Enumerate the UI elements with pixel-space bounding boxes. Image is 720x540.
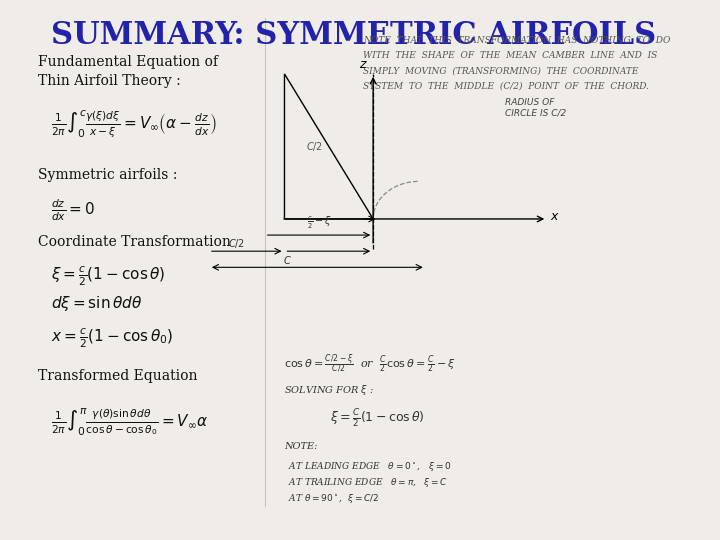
Text: $\frac{1}{2\pi}\int_0^\pi \frac{\gamma(\theta)\sin\theta d\theta}{\cos\theta - \: $\frac{1}{2\pi}\int_0^\pi \frac{\gamma(\… <box>51 407 209 438</box>
Text: $z$: $z$ <box>359 58 368 71</box>
Text: $\frac{dz}{dx} = 0$: $\frac{dz}{dx} = 0$ <box>51 198 96 223</box>
Text: NOTE  THAT  THIS  TRANSFORMATION  HAS  NOTHING  TO  DO: NOTE THAT THIS TRANSFORMATION HAS NOTHIN… <box>364 36 670 45</box>
Text: NOTE:: NOTE: <box>284 442 318 451</box>
Text: AT LEADING EDGE   $\theta=0^\circ$,   $\xi=0$: AT LEADING EDGE $\theta=0^\circ$, $\xi=0… <box>288 460 451 472</box>
Text: SYSTEM  TO  THE  MIDDLE  (C/2)  POINT  OF  THE  CHORD.: SYSTEM TO THE MIDDLE (C/2) POINT OF THE … <box>364 82 649 90</box>
Text: $C/2$: $C/2$ <box>228 237 245 249</box>
Text: $\xi = \frac{c}{2}(1-\cos\theta)$: $\xi = \frac{c}{2}(1-\cos\theta)$ <box>51 265 166 288</box>
Text: $\frac{1}{2\pi}\int_0^c \frac{\gamma(\xi)d\xi}{x-\xi} = V_\infty\left(\alpha - \: $\frac{1}{2\pi}\int_0^c \frac{\gamma(\xi… <box>51 109 217 140</box>
Text: AT $\theta=90^\circ$,  $\xi=C/2$: AT $\theta=90^\circ$, $\xi=C/2$ <box>288 492 379 505</box>
Text: Transformed Equation: Transformed Equation <box>38 369 198 383</box>
Text: AT TRAILING EDGE   $\theta=\pi$,   $\xi=C$: AT TRAILING EDGE $\theta=\pi$, $\xi=C$ <box>288 476 448 489</box>
Text: $\cos\theta = \frac{C/2 - \xi}{C/2}$  or  $\frac{C}{2}\cos\theta = \frac{C}{2} -: $\cos\theta = \frac{C/2 - \xi}{C/2}$ or … <box>284 353 456 376</box>
Text: Symmetric airfoils :: Symmetric airfoils : <box>38 168 178 182</box>
Text: SIMPLY  MOVING  (TRANSFORMING)  THE  COORDINATE: SIMPLY MOVING (TRANSFORMING) THE COORDIN… <box>364 66 639 76</box>
Text: $x = \frac{c}{2}(1-\cos\theta_0)$: $x = \frac{c}{2}(1-\cos\theta_0)$ <box>51 326 174 350</box>
Text: $x$: $x$ <box>551 210 560 223</box>
Text: $\frac{c}{2}-\xi$: $\frac{c}{2}-\xi$ <box>307 214 332 231</box>
Text: Thin Airfoil Theory :: Thin Airfoil Theory : <box>38 74 181 88</box>
Text: $\xi = \frac{C}{2}(1-\cos\theta)$: $\xi = \frac{C}{2}(1-\cos\theta)$ <box>330 407 426 429</box>
Text: $d\xi = \sin\theta d\theta$: $d\xi = \sin\theta d\theta$ <box>51 294 143 313</box>
Text: WITH  THE  SHAPE  OF  THE  MEAN  CAMBER  LINE  AND  IS: WITH THE SHAPE OF THE MEAN CAMBER LINE A… <box>364 51 657 60</box>
Text: SOLVING FOR $\xi$ :: SOLVING FOR $\xi$ : <box>284 383 374 397</box>
Text: $C/2$: $C/2$ <box>305 140 323 153</box>
Text: SUMMARY: SYMMETRIC AIRFOILS: SUMMARY: SYMMETRIC AIRFOILS <box>51 20 656 51</box>
Text: RADIUS OF
CIRCLE IS C/2: RADIUS OF CIRCLE IS C/2 <box>505 98 566 118</box>
Text: $C$: $C$ <box>284 254 292 266</box>
Text: Coordinate Transformation: Coordinate Transformation <box>38 235 231 249</box>
Text: Fundamental Equation of: Fundamental Equation of <box>38 55 218 69</box>
